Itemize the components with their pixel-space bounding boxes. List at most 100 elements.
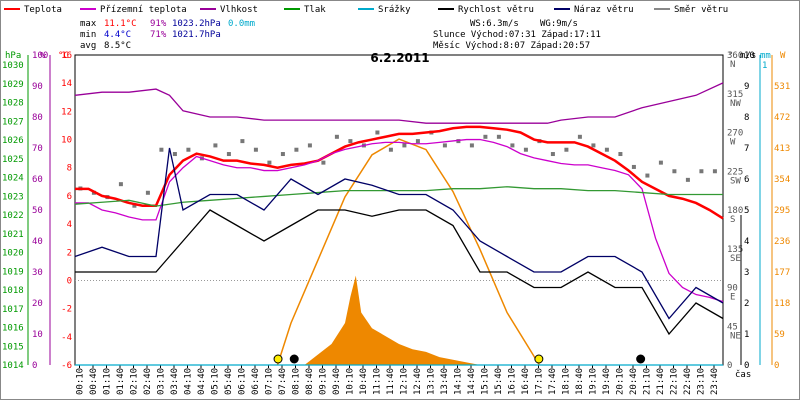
axis-wind-tick-9: 1 — [744, 330, 749, 340]
axis-solar-tick-9: 0 — [774, 361, 779, 371]
axis-dir-tick-5: 135 — [727, 245, 743, 255]
direction-point-42 — [645, 173, 650, 178]
x-tick-label-5: 02:40 — [143, 368, 153, 395]
x-tick-label-26: 13:10 — [427, 368, 437, 395]
axis-hpa-tick-15: 1015 — [2, 342, 24, 352]
direction-point-25 — [415, 139, 420, 144]
axis-dir-label-0: N — [730, 60, 735, 70]
x-tick-label-13: 06:40 — [251, 368, 261, 395]
x-tick-label-6: 03:10 — [157, 368, 167, 395]
axis-dir-label-1: NW — [730, 99, 741, 109]
axis-solar-tick-8: 59 — [774, 330, 785, 340]
info-ws: WS:6.3m/s — [470, 19, 519, 29]
legend-label-1: Přízemní teplota — [100, 5, 187, 15]
x-tick-label-11: 05:40 — [224, 368, 234, 395]
axis-percent-tick-5: 50 — [32, 206, 43, 216]
axis-wind-tick-10: 0 — [744, 361, 749, 371]
axis-solar-tick-4: 295 — [774, 206, 790, 216]
series-line-5 — [74, 147, 724, 320]
axis-solar-tick-7: 118 — [774, 299, 790, 309]
stat-min-hum: 71% — [150, 30, 167, 40]
axis-hpa-tick-10: 1020 — [2, 249, 24, 259]
axis-percent-tick-6: 40 — [32, 237, 43, 247]
x-axis-label: čas — [735, 369, 751, 380]
x-tick-label-12: 06:10 — [238, 368, 248, 395]
x-tick-label-14: 07:10 — [265, 368, 275, 395]
x-tick-label-18: 09:10 — [319, 368, 329, 395]
direction-point-38 — [591, 143, 596, 148]
axis-temp-tick-6: 4 — [67, 220, 72, 230]
solar-curve — [276, 138, 541, 366]
direction-point-29 — [469, 143, 474, 148]
direction-point-17 — [307, 143, 312, 148]
axis-dir-tick-0: 360 — [727, 51, 743, 61]
axis-solar-tick-1: 472 — [774, 113, 790, 123]
axis-temp-tick-5: 6 — [67, 192, 72, 202]
axis-solar-unit: W — [780, 51, 786, 61]
x-tick-label-28: 14:10 — [454, 368, 464, 395]
direction-point-46 — [699, 169, 704, 174]
axis-dir-label-7: NE — [730, 331, 741, 341]
legend-label-6: Náraz větru — [574, 5, 634, 15]
direction-point-14 — [267, 160, 272, 165]
x-tick-label-43: 21:40 — [656, 368, 666, 395]
axis-hpa-tick-7: 1023 — [2, 192, 24, 202]
x-tick-label-22: 11:10 — [373, 368, 383, 395]
direction-point-32 — [510, 143, 515, 148]
legend-label-4: Srážky — [378, 5, 411, 15]
x-tick-label-25: 12:40 — [413, 368, 423, 395]
axis-wind-tick-1: 9 — [744, 82, 749, 92]
stat-avg-label: avg — [80, 41, 96, 51]
x-tick-label-2: 01:10 — [103, 368, 113, 395]
direction-point-6 — [159, 147, 164, 152]
axis-hpa-tick-3: 1027 — [2, 117, 24, 127]
direction-point-28 — [456, 139, 461, 144]
axis-dir-tick-3: 225 — [727, 167, 743, 177]
info-moon: Měsíc Východ:8:07 Západ:20:57 — [433, 41, 590, 51]
series-line-0 — [75, 125, 724, 220]
axis-hpa-unit: hPa — [5, 51, 21, 61]
direction-point-16 — [294, 147, 299, 152]
direction-point-44 — [672, 169, 677, 174]
axis-percent-tick-1: 90 — [32, 82, 43, 92]
x-tick-label-46: 23:10 — [697, 368, 707, 395]
marker-sunrise — [273, 354, 283, 364]
x-tick-label-9: 04:40 — [197, 368, 207, 395]
axis-hpa-tick-6: 1024 — [2, 174, 24, 184]
axis-wind-unit: m/s — [740, 51, 756, 61]
info-sun: Slunce Východ:07:31 Západ:17:11 — [433, 30, 601, 40]
axis-hpa-tick-16: 1014 — [2, 361, 24, 371]
axis-wind-tick-8: 2 — [744, 299, 749, 309]
direction-point-39 — [604, 147, 609, 152]
x-tick-label-23: 11:40 — [386, 368, 396, 395]
direction-point-24 — [402, 143, 407, 148]
axis-dir-unit: ° — [728, 51, 733, 61]
axis-hpa-tick-1: 1029 — [2, 80, 24, 90]
axis-hpa-tick-13: 1017 — [2, 305, 24, 315]
legend-label-3: Tlak — [304, 5, 326, 15]
info-wg: WG:9m/s — [540, 19, 578, 29]
stat-max-temp: 11.1°C — [104, 19, 137, 29]
x-tick-label-40: 20:10 — [616, 368, 626, 395]
direction-point-13 — [253, 147, 258, 152]
x-tick-label-0: 00:10 — [76, 368, 86, 395]
x-tick-label-47: 23:40 — [710, 368, 720, 395]
axis-temp-tick-9: -2 — [61, 305, 72, 315]
direction-point-40 — [618, 152, 623, 157]
direction-point-36 — [564, 147, 569, 152]
stat-min-press: 1021.7hPa — [172, 30, 221, 40]
axis-temp-tick-2: 12 — [61, 107, 72, 117]
axis-solar-tick-2: 413 — [774, 144, 790, 154]
x-tick-label-35: 17:40 — [548, 368, 558, 395]
axis-temp-tick-8: 0 — [67, 276, 72, 286]
direction-point-41 — [631, 164, 636, 169]
axis-hpa-tick-9: 1021 — [2, 230, 24, 240]
x-tick-label-24: 12:10 — [400, 368, 410, 395]
direction-point-33 — [523, 147, 528, 152]
x-tick-label-17: 08:40 — [305, 368, 315, 395]
stat-min-temp: 4.4°C — [104, 30, 131, 40]
x-tick-label-31: 15:40 — [494, 368, 504, 395]
direction-point-30 — [483, 134, 488, 139]
axis-dir-label-5: SE — [730, 254, 741, 264]
